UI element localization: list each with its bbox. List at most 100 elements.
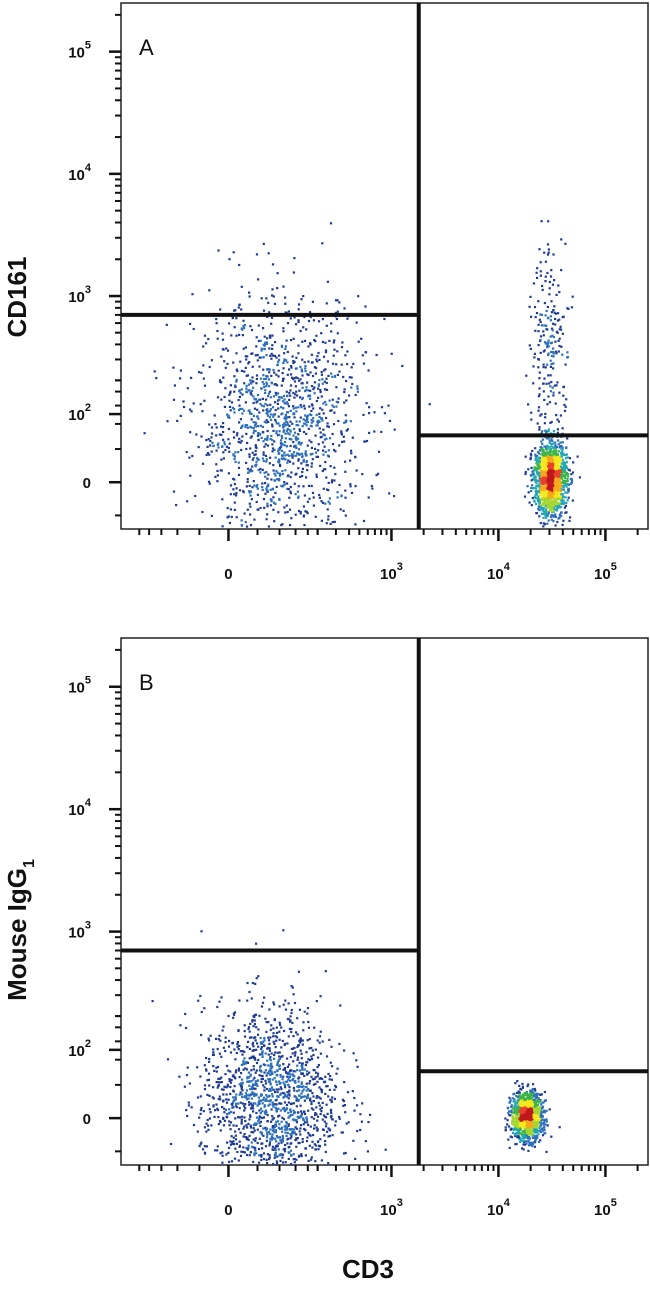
event-dot [540,469,543,473]
event-dot [303,1110,306,1113]
event-dot [258,1099,261,1102]
event-dots [151,929,561,1166]
event-dot [262,368,265,371]
event-dot [237,1128,241,1131]
event-dot [350,449,353,452]
event-dot [527,1083,530,1086]
event-dot [544,502,547,505]
event-dot [249,381,253,385]
event-dot [250,1092,253,1096]
event-dot [318,412,321,415]
event-dot [524,455,527,458]
event-dot [325,324,328,327]
event-dot [255,1111,258,1115]
event-dot [532,365,535,368]
event-dot [336,310,339,313]
event-dot [283,429,286,432]
event-dot [557,484,560,487]
event-dot [258,1154,261,1157]
event-dot [562,519,565,522]
event-dot [293,257,296,260]
event-dot [238,999,241,1002]
event-dot [540,440,543,443]
panel-label: A [139,35,154,60]
event-dot [272,395,275,398]
event-dot [255,1080,258,1083]
event-dot [342,1100,345,1103]
event-dot [294,473,297,476]
event-dot [547,395,550,398]
event-dot [257,1103,260,1106]
event-dot [567,473,570,476]
event-dot [271,1145,275,1148]
event-dot [271,1118,274,1121]
event-dot [326,454,329,457]
event-dot [276,364,279,367]
event-dot [316,421,319,424]
event-dot [205,453,208,456]
event-dot [319,1030,322,1033]
event-dot [536,479,539,483]
event-dot [263,1104,266,1107]
event-dot [205,1056,208,1060]
event-dot [286,1091,289,1094]
event-dot [212,444,215,448]
event-dot [529,474,532,477]
event-dot [547,478,550,481]
event-dot [545,484,548,487]
event-dot [199,1108,202,1112]
event-dot [546,503,550,506]
event-dot [235,368,238,371]
event-dot [560,515,563,518]
event-dot [539,485,543,488]
event-dot [300,441,303,444]
event-dot [329,1109,333,1112]
event-dot [271,1088,274,1091]
event-dot [199,1112,202,1115]
event-dot [294,406,298,409]
event-dot [567,307,570,310]
event-dot [230,1110,233,1114]
event-dot [230,1135,233,1138]
event-dot [312,388,315,391]
event-dot [287,488,290,491]
event-dot [255,942,258,945]
event-dot [388,492,391,495]
event-dot [297,303,301,306]
event-dot [244,425,247,429]
event-dot [298,1089,301,1092]
event-dot [229,1081,233,1084]
event-dot [288,1027,291,1031]
event-dot [265,297,268,300]
event-dot [291,422,294,425]
event-dot [554,350,558,353]
event-dot [547,374,550,377]
event-dot [202,377,205,380]
event-dot [550,1135,553,1138]
event-dot [550,471,553,474]
event-dot [176,419,179,422]
event-dot [556,457,559,460]
event-dot [200,1106,203,1110]
event-dot [334,1084,337,1087]
event-dot [275,469,278,473]
event-dot [289,409,292,412]
event-dot [267,1099,270,1103]
event-dot [229,493,232,496]
event-dot [549,447,552,451]
event-dot [261,486,264,489]
event-dot [215,1103,218,1106]
event-dot [261,425,265,428]
event-dot [539,463,542,466]
event-dot [253,1015,256,1019]
event-dot [211,1053,215,1056]
event-dot [285,1071,288,1075]
event-dot [281,1161,285,1164]
event-dot [241,1078,244,1081]
event-dot [295,1121,298,1124]
event-dot [348,394,351,397]
event-dot [567,487,570,490]
event-dot [220,425,223,428]
event-dot [310,1102,313,1106]
event-dot [270,1120,273,1123]
